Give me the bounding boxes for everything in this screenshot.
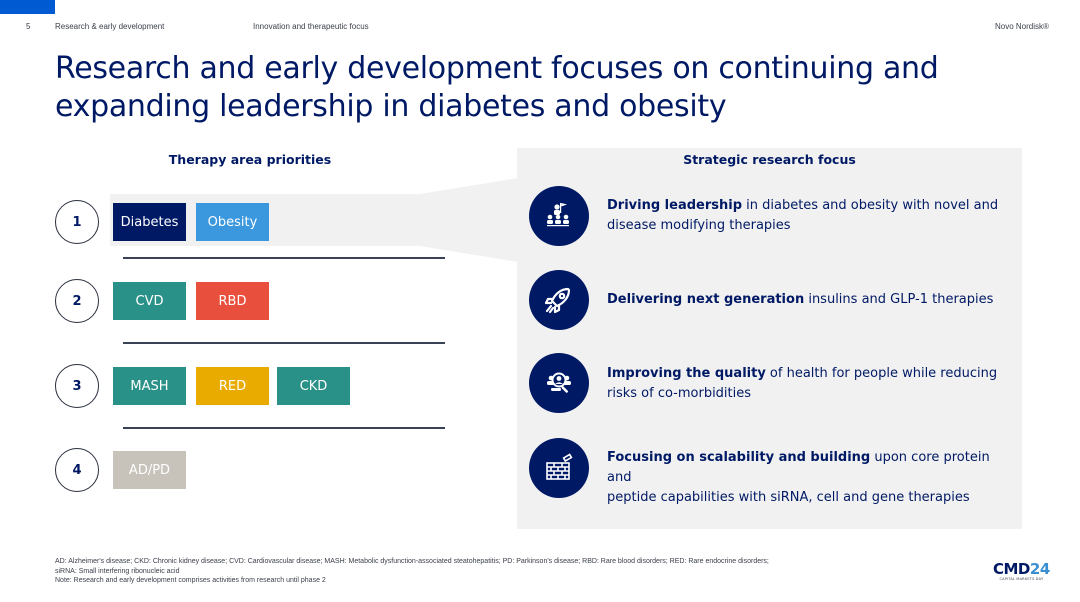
strategic-focus-panel [517, 148, 1022, 529]
priority-rank-2: 2 [55, 279, 99, 323]
strategic-focus-heading: Strategic research focus [683, 152, 856, 167]
focus-item-1: Driving leadership in diabetes and obesi… [607, 196, 1007, 236]
footnote-abbreviations: AD: Alzheimer's disease; CKD: Chronic ki… [55, 558, 769, 565]
title-line-2: expanding leadership in diabetes and obe… [55, 89, 727, 124]
focus-item-4: Focusing on scalability and building upo… [607, 448, 1007, 508]
page-number: 5 [26, 22, 31, 31]
priority-rank-1: 1 [55, 200, 99, 244]
focus-item-3-bold: Improving the quality [607, 366, 766, 381]
brick-wall-icon [529, 438, 589, 498]
focus-item-2-text: insulins and GLP-1 therapies [804, 292, 994, 307]
focus-item-3-text: of health for people while reducing [765, 366, 998, 381]
logo-year: 24 [1029, 560, 1050, 578]
tag-cvd: CVD [113, 282, 186, 320]
focus-item-4-bold: Focusing on scalability and building [607, 450, 871, 465]
tag-mash: MASH [113, 367, 186, 405]
priority-divider [123, 342, 445, 344]
people-magnifier-icon [529, 353, 589, 413]
leadership-people-flag-icon [529, 186, 589, 246]
cmd24-logo: CMD24 CAPITAL MARKETS DAY [993, 562, 1050, 582]
focus-item-4-text: upon core protein and [607, 450, 990, 485]
logo-subtitle: CAPITAL MARKETS DAY [999, 577, 1044, 581]
focus-item-1-text: in diabetes and obesity with novel and [742, 198, 999, 213]
footnote-note: Note: Research and early development com… [55, 577, 326, 584]
subsection-label: Innovation and therapeutic focus [253, 22, 369, 31]
therapy-priorities-heading: Therapy area priorities [168, 152, 332, 167]
logo-main: CMD24 [993, 562, 1050, 577]
section-label: Research & early development [55, 22, 165, 31]
focus-item-3: Improving the quality of health for peop… [607, 364, 1007, 404]
page-title: Research and early development focuses o… [55, 50, 1015, 126]
logo-cmd: CMD [993, 560, 1030, 578]
brand-label: Novo Nordisk® [995, 22, 1049, 31]
priority-divider [123, 427, 445, 429]
focus-item-2-bold: Delivering next generation [607, 292, 805, 307]
title-line-1: Research and early development focuses o… [55, 51, 939, 86]
tag-red: RED [196, 367, 269, 405]
tag-diabetes: Diabetes [113, 203, 186, 241]
tag-rbd: RBD [196, 282, 269, 320]
priority-divider [123, 257, 445, 259]
tag-ckd: CKD [277, 367, 350, 405]
focus-item-1-line2: disease modifying therapies [607, 218, 791, 233]
rocket-icon [529, 270, 589, 330]
tag-obesity: Obesity [196, 203, 269, 241]
focus-item-1-bold: Driving leadership [607, 198, 743, 213]
priority-rank-4: 4 [55, 448, 99, 492]
priority-rank-3: 3 [55, 364, 99, 408]
footnotes: AD: Alzheimer's disease; CKD: Chronic ki… [55, 557, 769, 586]
top-accent-bar [0, 0, 55, 14]
focus-item-2: Delivering next generation insulins and … [607, 290, 1007, 310]
tag-ad-pd: AD/PD [113, 451, 186, 489]
focus-item-3-line2: risks of co-morbidities [607, 386, 752, 401]
focus-item-4-line2: peptide capabilities with siRNA, cell an… [607, 490, 970, 505]
footnote-sirna: siRNA: Small interfering ribonucleic aci… [55, 567, 180, 575]
